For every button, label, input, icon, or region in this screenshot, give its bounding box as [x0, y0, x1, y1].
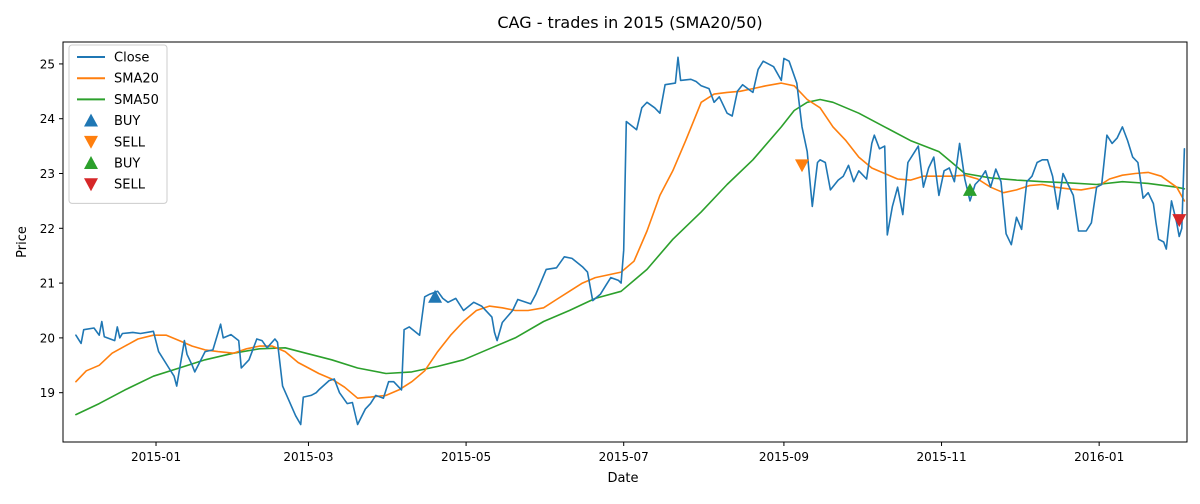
plot-content — [75, 56, 1187, 426]
sell-marker — [794, 159, 809, 173]
x-tick-label: 2016-01 — [1074, 450, 1124, 464]
legend-label: BUY — [114, 114, 140, 129]
legend-marker-buy — [84, 156, 98, 169]
y-axis: 19 20 21 22 23 24 25 — [40, 57, 63, 400]
x-tick-label: 2015-03 — [283, 450, 333, 464]
x-tick-label: 2015-09 — [759, 450, 809, 464]
y-tick-label: 25 — [40, 57, 55, 71]
y-tick-label: 21 — [40, 277, 55, 291]
legend-marker-buy — [84, 113, 98, 127]
x-tick-label: 2015-07 — [599, 450, 649, 464]
series-line-close — [75, 56, 1186, 426]
x-axis-label: Date — [607, 471, 638, 486]
legend-label: SMA20 — [114, 72, 159, 87]
legend-label: BUY — [114, 157, 140, 172]
y-tick-label: 22 — [40, 222, 55, 236]
legend-marker-sell — [84, 135, 98, 149]
y-tick-label: 24 — [40, 112, 55, 126]
y-tick-label: 19 — [40, 386, 55, 400]
x-tick-label: 2015-11 — [916, 450, 966, 464]
buy-marker — [962, 182, 977, 196]
x-tick-label: 2015-01 — [131, 450, 181, 464]
legend-label: SELL — [114, 135, 146, 150]
chart-title: CAG - trades in 2015 (SMA20/50) — [497, 13, 762, 32]
y-tick-label: 20 — [40, 331, 55, 345]
legend-label: SMA50 — [114, 93, 159, 108]
x-tick-label: 2015-05 — [441, 450, 491, 464]
legend-marker-sell — [84, 178, 98, 192]
y-axis-label: Price — [15, 226, 30, 258]
plot-frame — [62, 41, 1188, 443]
y-tick-label: 23 — [40, 167, 55, 181]
x-axis: 2015-01 2015-03 2015-05 2015-07 2015-09 2015-… — [131, 442, 1124, 464]
legend-label: SELL — [114, 178, 146, 193]
legend: Close SMA20 SMA50 BUY SELL BUY SELL — [68, 44, 168, 204]
sell-marker — [1172, 214, 1187, 228]
legend-label: Close — [114, 51, 149, 66]
buy-marker — [428, 289, 443, 303]
